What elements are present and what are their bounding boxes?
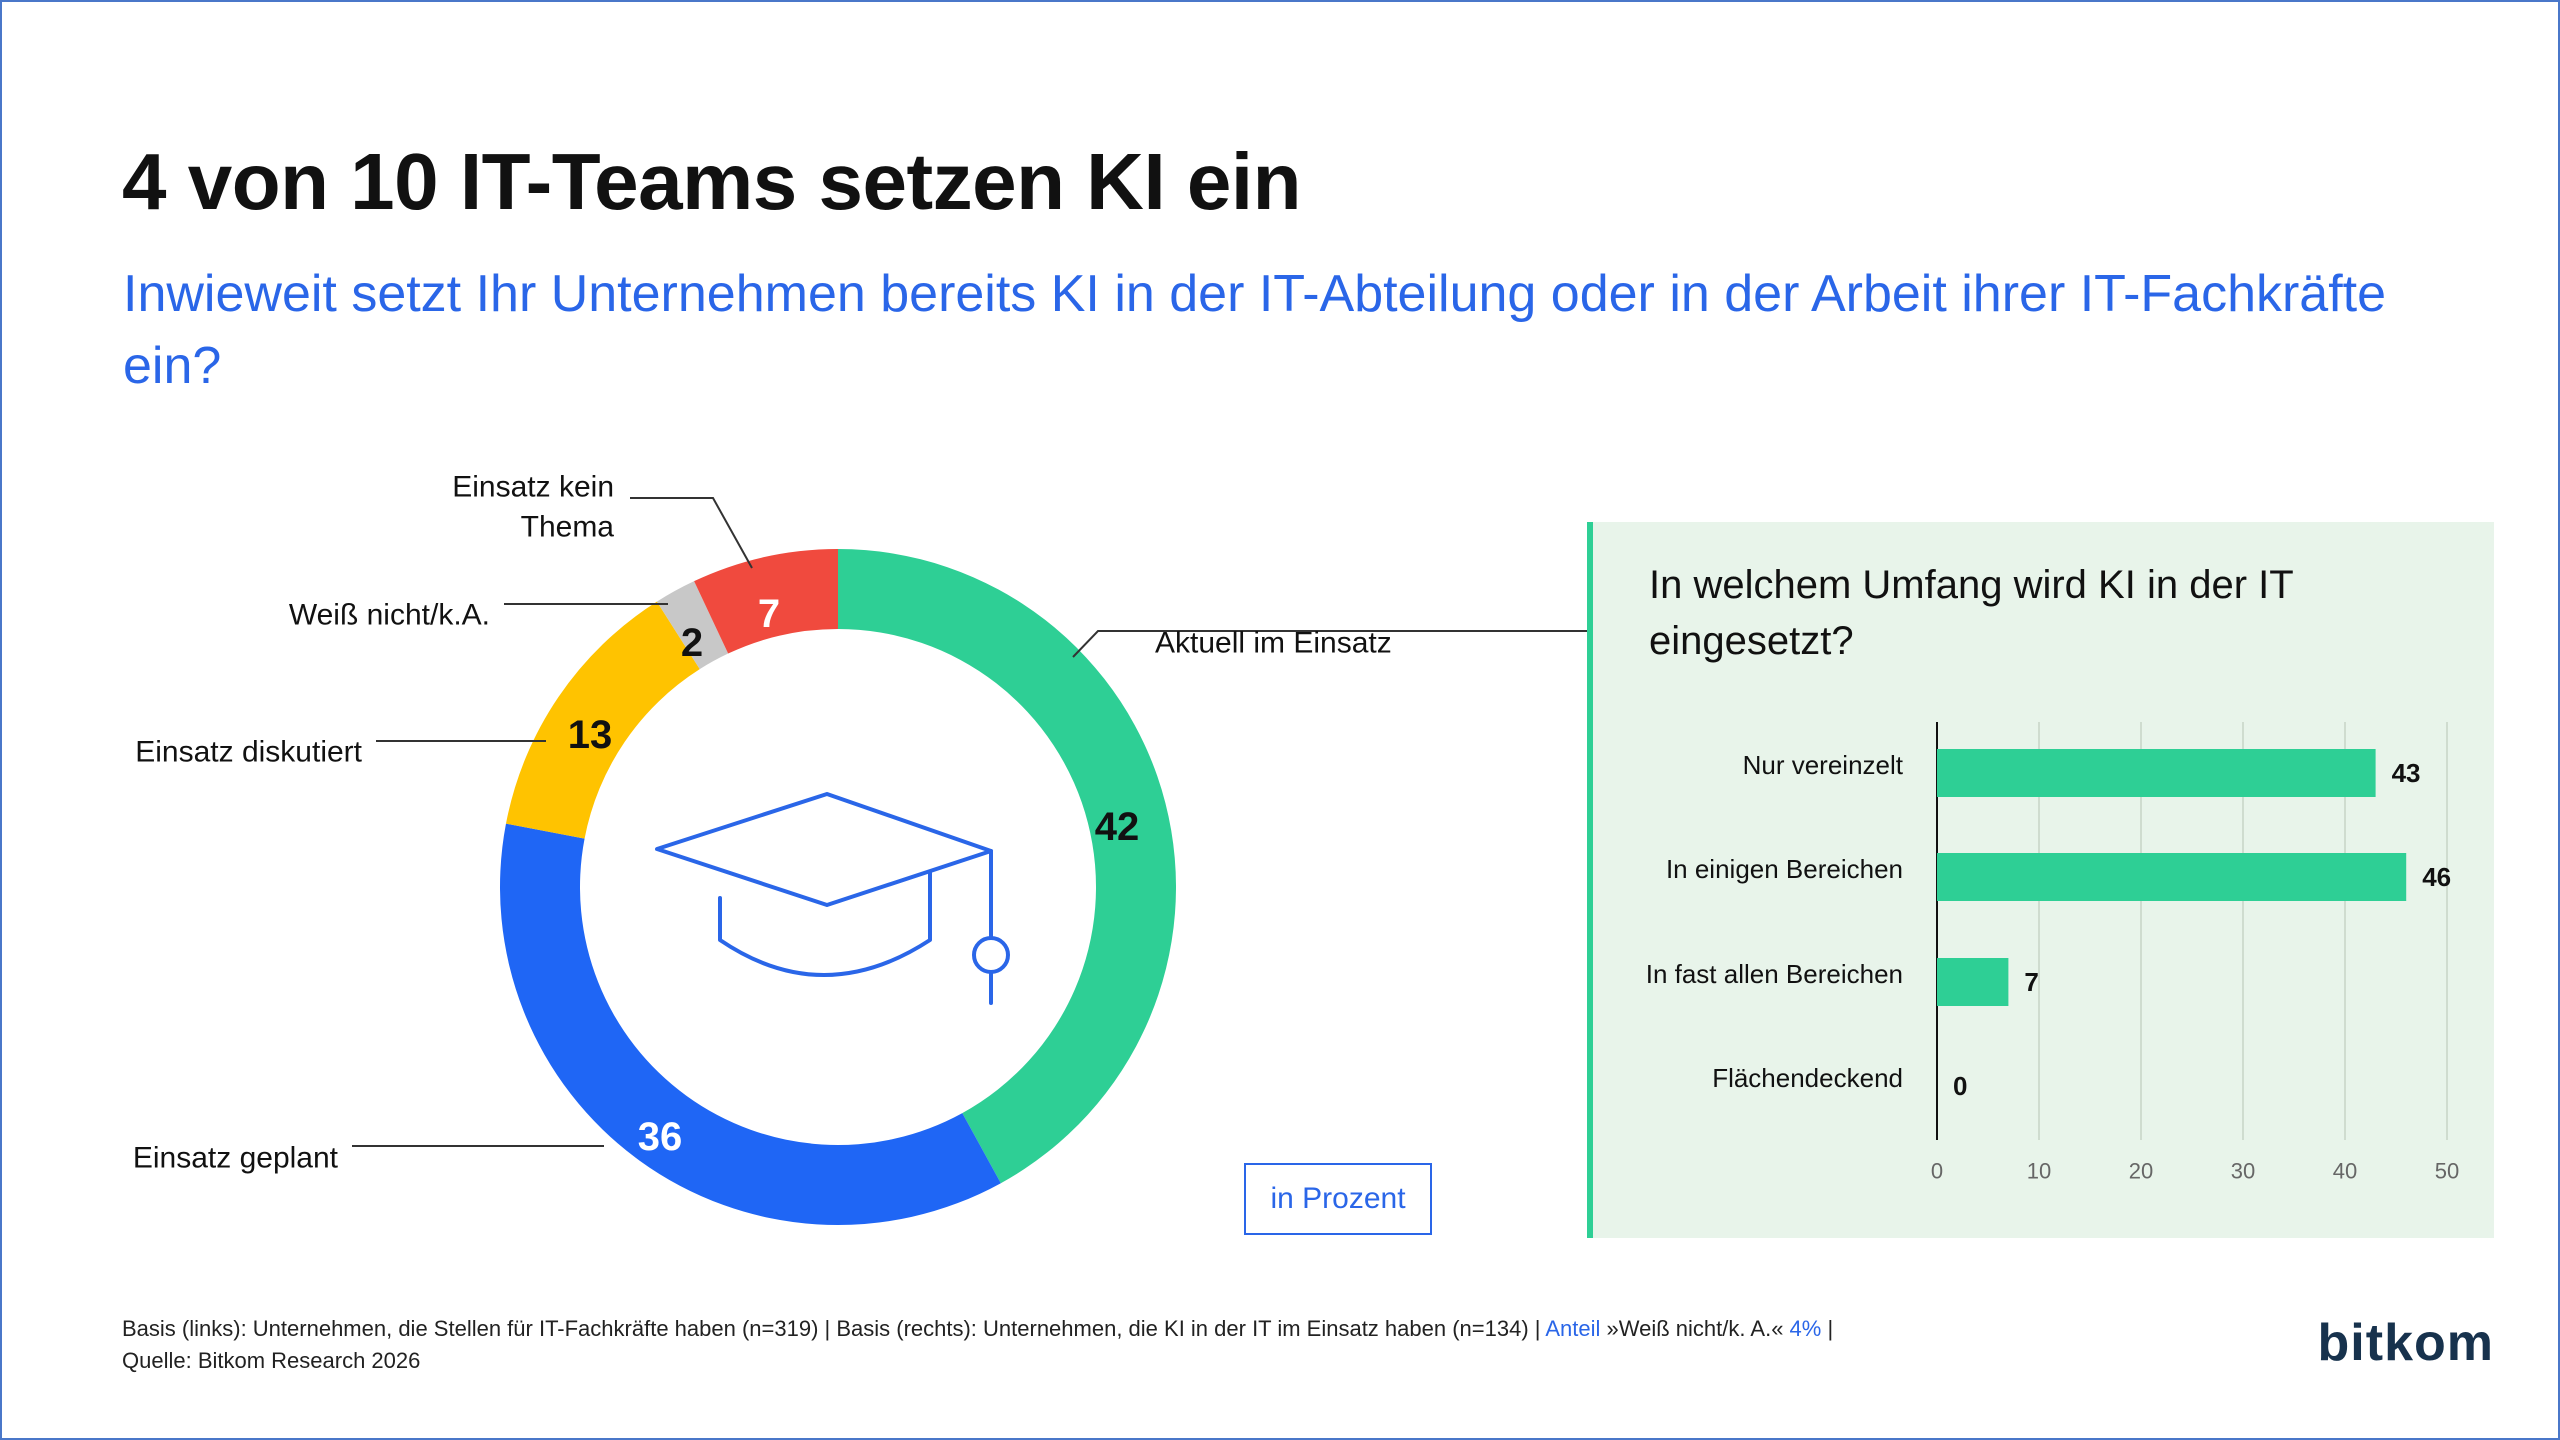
donut-segment-3 — [505, 601, 700, 839]
donut-category-label: Einsatz diskutiert — [135, 736, 362, 769]
bar — [1937, 853, 2407, 901]
bar-category-label: Flächendeckend — [1712, 1063, 1903, 1093]
unit-label: in Prozent — [1244, 1163, 1432, 1235]
donut-segment-5 — [694, 549, 838, 654]
donut-category-label: Einsatz geplant — [133, 1142, 339, 1175]
bar-chart: Nur vereinzelt 43 In einigen Bereichen 46 In… — [1646, 722, 2459, 1184]
leader-line — [1072, 630, 1588, 658]
x-tick-label: 10 — [2027, 1159, 2051, 1184]
donut-category-label: Aktuell im Einsatz — [1155, 627, 1392, 660]
graduation-cap-icon — [655, 792, 1010, 1005]
donut-category-label: Thema — [521, 511, 615, 544]
donut-segment-2 — [499, 823, 1001, 1225]
bar-value-label: 0 — [1953, 1071, 1967, 1101]
bar-category-label: In einigen Bereichen — [1666, 854, 1903, 884]
bar-value-label: 43 — [2392, 758, 2421, 788]
donut-value-label: 42 — [1095, 805, 1140, 849]
x-tick-label: 30 — [2231, 1159, 2255, 1184]
x-tick-label: 40 — [2333, 1159, 2357, 1184]
bar-category-label: In fast allen Bereichen — [1646, 959, 1903, 989]
donut-category-label: Einsatz kein — [452, 471, 614, 504]
donut-segment-4 — [656, 581, 729, 670]
donut-chart: 42 Aktuell im Einsatz 36 Einsatz geplant 13 E… — [133, 471, 1588, 1225]
footnote-basis: Basis (links): Unternehmen, die Stellen … — [122, 1316, 1834, 1341]
footnote: Basis (links): Unternehmen, die Stellen … — [122, 1313, 1833, 1377]
donut-value-label: 7 — [758, 592, 780, 636]
x-tick-label: 20 — [2129, 1159, 2153, 1184]
page-title: 4 von 10 IT-Teams setzen KI ein — [122, 137, 1302, 226]
x-tick-label: 0 — [1931, 1159, 1943, 1184]
bar — [1937, 958, 2009, 1006]
donut-category-label: Weiß nicht/k.A. — [289, 599, 490, 632]
donut-value-label: 13 — [568, 713, 613, 757]
x-tick-label: 50 — [2435, 1159, 2459, 1184]
leader-line — [630, 497, 753, 569]
donut-value-label: 36 — [638, 1115, 683, 1159]
bar-category-label: Nur vereinzelt — [1743, 750, 1904, 780]
bar-chart-title: In welchem Umfang wird KI in der IT eing… — [1649, 563, 2293, 663]
bar — [1937, 749, 2376, 797]
donut-segment-1 — [838, 549, 1176, 1184]
bar-chart-panel: In welchem Umfang wird KI in der IT eing… — [1587, 522, 2494, 1238]
bitkom-logo: bitkom — [2317, 1314, 2494, 1372]
footnote-source: Quelle: Bitkom Research 2026 — [122, 1348, 421, 1373]
donut-value-label: 2 — [681, 621, 703, 665]
page-subtitle: Inwieweit setzt Ihr Unternehmen bereits … — [123, 265, 2387, 395]
bar-value-label: 7 — [2024, 967, 2038, 997]
bar-value-label: 46 — [2422, 862, 2451, 892]
